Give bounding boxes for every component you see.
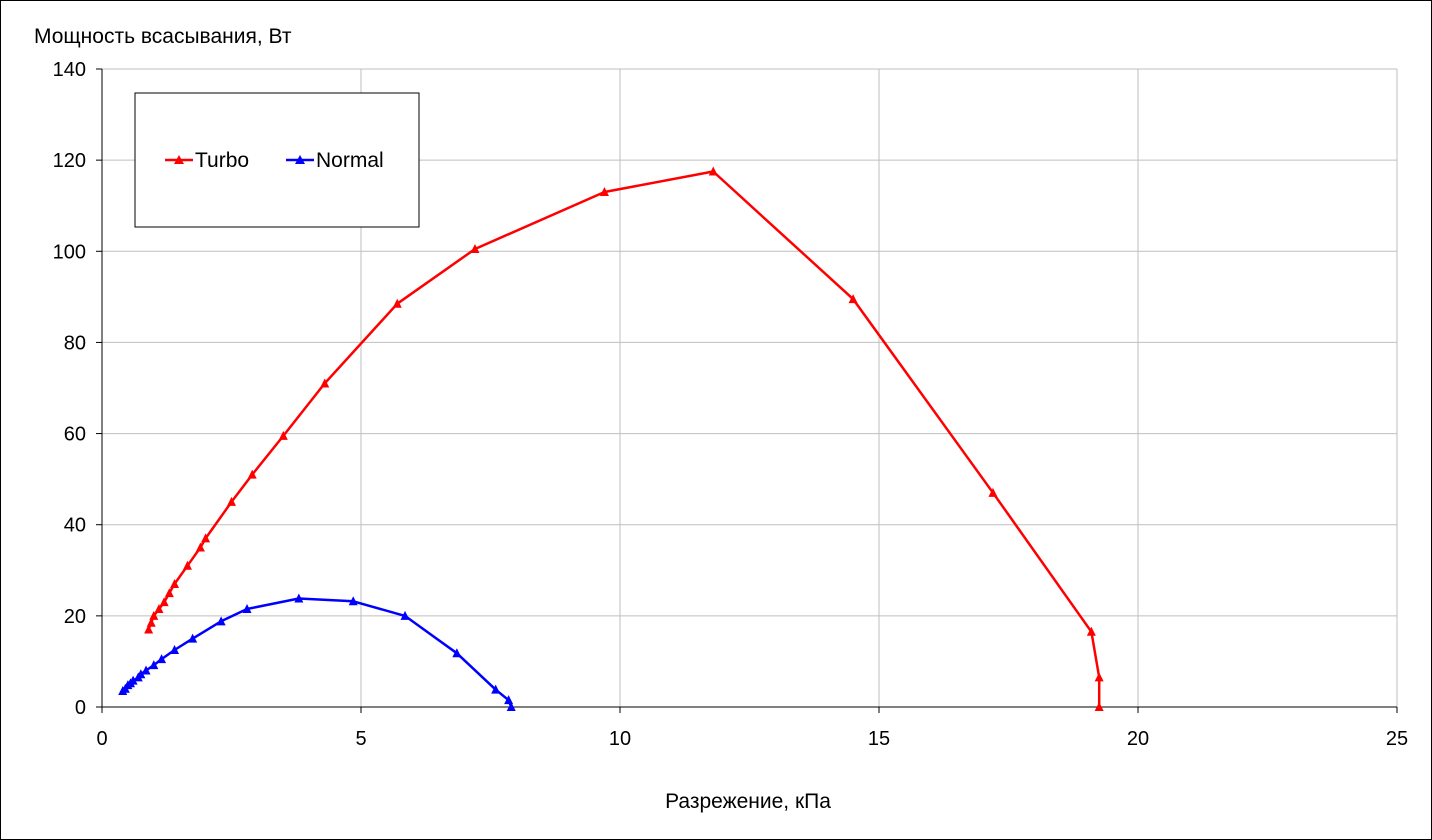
data-point-turbo (599, 187, 609, 197)
data-point-normal (506, 702, 516, 711)
series-line-normal (121, 597, 513, 708)
data-point-normal (157, 654, 167, 664)
data-point-normal (141, 665, 151, 675)
legend-label-turbo: Turbo (195, 149, 249, 172)
data-point-turbo (146, 617, 156, 627)
series-layer (118, 166, 1104, 711)
y-tick-label: 80 (64, 332, 86, 354)
data-point-turbo (470, 244, 480, 254)
series-turbo (144, 166, 1104, 711)
legend-entry-normal: Normal (286, 149, 384, 172)
x-tick-label: 20 (1127, 728, 1149, 750)
data-point-turbo (195, 542, 205, 552)
data-point-turbo (182, 560, 192, 570)
legend-entry-turbo: Turbo (165, 149, 249, 172)
data-point-turbo (988, 487, 998, 497)
data-point-turbo (1094, 702, 1104, 711)
data-point-turbo (149, 610, 159, 620)
data-point-normal (452, 648, 462, 658)
series-normal (118, 593, 516, 711)
data-point-turbo (170, 578, 180, 588)
x-axis-label: Разрежение, кПа (665, 790, 831, 813)
data-point-normal (128, 675, 138, 685)
data-point-turbo (278, 430, 288, 440)
x-tick-label: 0 (96, 728, 107, 750)
tick-labels: 0 20 40 60 80 100 120 140 0 5 10 15 20 25 (53, 59, 1409, 750)
data-point-normal (504, 695, 514, 705)
y-axis-label: Мощность всасывания, Вт (34, 25, 292, 48)
legend-label-normal: Normal (316, 149, 384, 172)
legend-marker-turbo (174, 155, 184, 164)
x-tick-label: 5 (355, 728, 366, 750)
data-point-normal (348, 596, 358, 606)
data-point-turbo (392, 298, 402, 308)
grid-lines (102, 68, 1398, 707)
data-point-normal (170, 645, 180, 655)
x-tick-label: 10 (609, 728, 631, 750)
data-point-turbo (848, 294, 858, 304)
data-point-turbo (1086, 626, 1096, 636)
y-tick-label: 100 (53, 241, 86, 263)
data-point-turbo (1094, 672, 1104, 682)
data-point-turbo (159, 597, 169, 607)
data-point-normal (188, 633, 198, 643)
series-line-turbo (147, 170, 1101, 707)
y-tick-label: 40 (64, 515, 86, 537)
data-point-normal (242, 604, 252, 614)
data-point-turbo (144, 624, 154, 634)
data-point-turbo (154, 604, 164, 614)
data-point-turbo (320, 378, 330, 388)
y-tick-label: 120 (53, 150, 86, 172)
y-tick-label: 140 (53, 59, 86, 81)
x-tick-label: 15 (868, 728, 890, 750)
y-tick-label: 0 (75, 697, 86, 719)
data-point-turbo (164, 588, 174, 598)
y-tick-label: 60 (64, 424, 86, 446)
axes (96, 68, 1398, 713)
data-point-turbo (708, 166, 718, 176)
x-tick-label: 25 (1386, 728, 1408, 750)
data-point-normal (149, 660, 159, 670)
data-point-turbo (227, 496, 236, 506)
data-point-normal (294, 593, 304, 603)
legend: Turbo Normal (134, 92, 420, 228)
data-point-normal (216, 616, 226, 626)
data-point-normal (136, 669, 146, 679)
data-point-turbo (247, 469, 257, 479)
data-point-turbo (201, 533, 211, 543)
legend-marker-normal (295, 155, 305, 164)
data-point-normal (400, 610, 410, 620)
y-tick-label: 20 (64, 606, 86, 628)
data-point-normal (491, 684, 501, 694)
